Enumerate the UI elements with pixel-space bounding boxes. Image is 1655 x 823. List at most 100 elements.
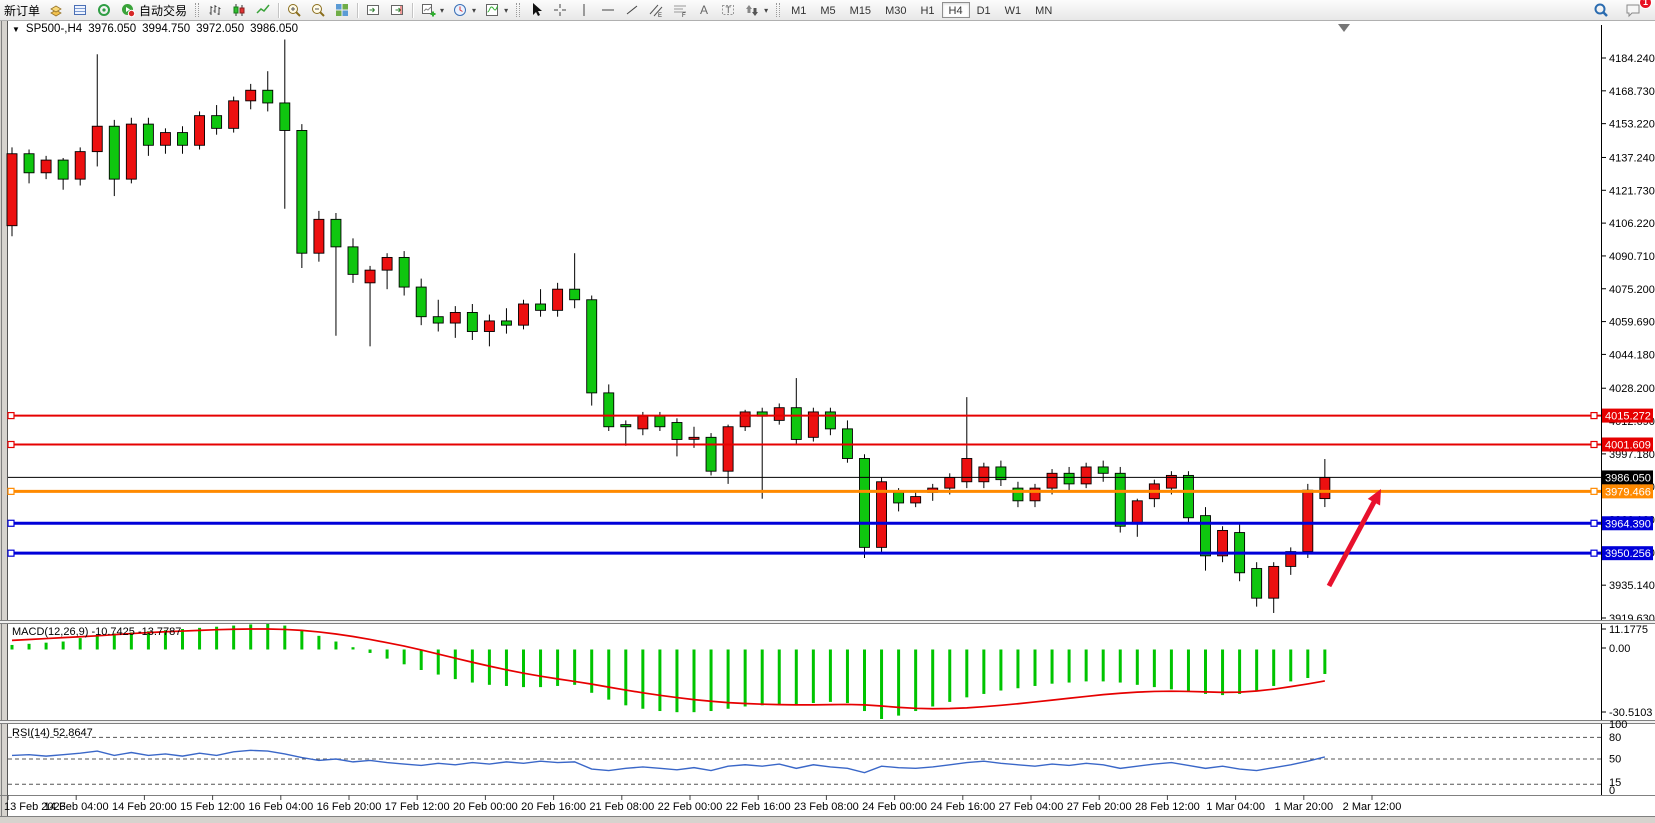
timeframe-d1-button[interactable]: D1 bbox=[970, 2, 998, 18]
price-axis-tick: 4137.240 bbox=[1609, 152, 1655, 164]
search-button[interactable] bbox=[1589, 1, 1613, 19]
crosshair-icon bbox=[552, 2, 568, 18]
navigator-button[interactable] bbox=[92, 1, 116, 19]
autotrade-icon bbox=[120, 2, 136, 18]
svg-text:T: T bbox=[726, 5, 732, 15]
fibonacci-icon: F bbox=[672, 2, 688, 18]
bar-chart-icon bbox=[207, 2, 223, 18]
tile-windows-icon bbox=[334, 2, 350, 18]
crosshair-button[interactable] bbox=[548, 1, 572, 19]
timeframe-m1-button[interactable]: M1 bbox=[784, 2, 813, 18]
main-toolbar: 新订单 自动交易 ▾ ▾ ▾ E F A T ▾ M1 M5 M15 M30 H1 H4 D1 W1 MN … bbox=[0, 0, 1655, 21]
trend-arrow[interactable] bbox=[1326, 489, 1381, 588]
search-icon bbox=[1593, 2, 1609, 18]
data-window-button[interactable] bbox=[68, 1, 92, 19]
market-watch-icon bbox=[48, 2, 64, 18]
timeframe-h4-button[interactable]: H4 bbox=[941, 2, 970, 18]
ohlc-low: 3972.050 bbox=[196, 23, 245, 35]
rsi-axis-tick: 15 bbox=[1609, 777, 1621, 789]
dropdown-caret-icon[interactable]: ▾ bbox=[764, 5, 769, 15]
timeframe-m15-button[interactable]: M15 bbox=[843, 2, 878, 18]
channel-icon: E bbox=[648, 2, 664, 18]
time-axis-label: 13 Feb 2023 bbox=[4, 801, 66, 813]
dropdown-caret-icon[interactable]: ▾ bbox=[504, 5, 509, 15]
indicators-button[interactable]: ▾ bbox=[480, 1, 512, 19]
cursor-icon bbox=[528, 2, 544, 18]
timeframe-mn-button[interactable]: MN bbox=[1028, 2, 1059, 18]
hline-button[interactable] bbox=[596, 1, 620, 19]
dropdown-caret-icon[interactable]: ▾ bbox=[440, 5, 445, 15]
rsi-axis-tick: 80 bbox=[1609, 732, 1621, 744]
timeframe-m5-button[interactable]: M5 bbox=[813, 2, 842, 18]
vline-button[interactable] bbox=[572, 1, 596, 19]
line-anchor-handle bbox=[1590, 519, 1598, 527]
time-axis-label: 22 Feb 00:00 bbox=[658, 801, 723, 813]
time-axis-label: 1 Mar 04:00 bbox=[1206, 801, 1265, 813]
timeframe-w1-button[interactable]: W1 bbox=[998, 2, 1029, 18]
rsi-label: RSI(14) 52.8647 bbox=[12, 727, 93, 739]
shift-marker[interactable] bbox=[1338, 24, 1350, 32]
line-chart-button[interactable] bbox=[251, 1, 275, 19]
navigator-icon bbox=[96, 2, 112, 18]
symbol-expander-icon[interactable]: ▼ bbox=[12, 24, 20, 34]
time-axis-label: 20 Feb 00:00 bbox=[453, 801, 518, 813]
profiles-button[interactable]: ▾ bbox=[448, 1, 480, 19]
horizontal-price-lines[interactable] bbox=[7, 411, 1601, 557]
time-axis-label: 24 Feb 00:00 bbox=[862, 801, 927, 813]
timeframe-m30-button[interactable]: M30 bbox=[878, 2, 913, 18]
autotrading-button[interactable]: 自动交易 bbox=[116, 1, 191, 19]
line-anchor-handle bbox=[7, 549, 15, 557]
zoom-out-button[interactable] bbox=[306, 1, 330, 19]
bar-chart-button[interactable] bbox=[203, 1, 227, 19]
svg-text:E: E bbox=[658, 13, 662, 18]
rsi-axis-tick: 0 bbox=[1609, 785, 1615, 797]
macd-axis-tick: 11.1775 bbox=[1609, 624, 1648, 636]
shapes-button[interactable]: ▾ bbox=[740, 1, 772, 19]
line-price-badge: 4001.609 bbox=[1602, 437, 1653, 452]
line-anchor-handle bbox=[1590, 549, 1598, 557]
ohlc-high: 3994.750 bbox=[142, 23, 191, 35]
market-watch-button[interactable] bbox=[44, 1, 68, 19]
cursor-button[interactable] bbox=[524, 1, 548, 19]
notification-badge: 1 bbox=[1639, 0, 1652, 9]
line-anchor-handle bbox=[7, 440, 15, 449]
line-price-badge: 3950.256 bbox=[1602, 546, 1653, 561]
price-axis-tick: 4044.180 bbox=[1609, 349, 1655, 361]
chart-autoscroll-button[interactable] bbox=[385, 1, 409, 19]
candlestick-button[interactable] bbox=[227, 1, 251, 19]
current-price-badge: 3986.050 bbox=[1602, 470, 1653, 485]
zoom-in-button[interactable] bbox=[282, 1, 306, 19]
new-chart-button[interactable]: ▾ bbox=[416, 1, 448, 19]
channel-button[interactable]: E bbox=[644, 1, 668, 19]
new-order-button[interactable]: 新订单 bbox=[0, 1, 44, 19]
label-icon: T bbox=[720, 2, 736, 18]
line-anchor-handle bbox=[7, 519, 15, 527]
trendline-button[interactable] bbox=[620, 1, 644, 19]
label-button[interactable]: T bbox=[716, 1, 740, 19]
time-axis-label: 20 Feb 16:00 bbox=[521, 801, 586, 813]
time-axis-label: 24 Feb 16:00 bbox=[930, 801, 995, 813]
text-button[interactable]: A bbox=[692, 1, 716, 19]
candlestick-icon bbox=[231, 2, 247, 18]
price-axis-tick: 3935.140 bbox=[1609, 580, 1655, 592]
timeframe-h1-button[interactable]: H1 bbox=[913, 2, 941, 18]
svg-text:A: A bbox=[700, 3, 708, 17]
time-axis-label: 16 Feb 20:00 bbox=[317, 801, 382, 813]
text-icon: A bbox=[696, 2, 712, 18]
price-axis-tick: 4028.200 bbox=[1609, 383, 1655, 395]
chart-shift-button[interactable] bbox=[361, 1, 385, 19]
price-axis-tick: 4075.200 bbox=[1609, 284, 1655, 296]
chart-shift-marker-icon[interactable] bbox=[1338, 24, 1350, 32]
line-anchor-handle bbox=[7, 411, 15, 420]
tile-windows-button[interactable] bbox=[330, 1, 354, 19]
line-price-badge: 3964.390 bbox=[1602, 516, 1653, 531]
fibonacci-button[interactable]: F bbox=[668, 1, 692, 19]
toolbar-separator bbox=[278, 2, 280, 18]
chat-button[interactable]: 1 bbox=[1621, 0, 1652, 19]
dropdown-caret-icon[interactable]: ▾ bbox=[472, 5, 477, 15]
chart-shift-icon bbox=[365, 2, 381, 18]
time-axis-label: 14 Feb 20:00 bbox=[112, 801, 177, 813]
time-axis-label: 28 Feb 12:00 bbox=[1135, 801, 1200, 813]
pane-separators[interactable] bbox=[0, 620, 1655, 724]
